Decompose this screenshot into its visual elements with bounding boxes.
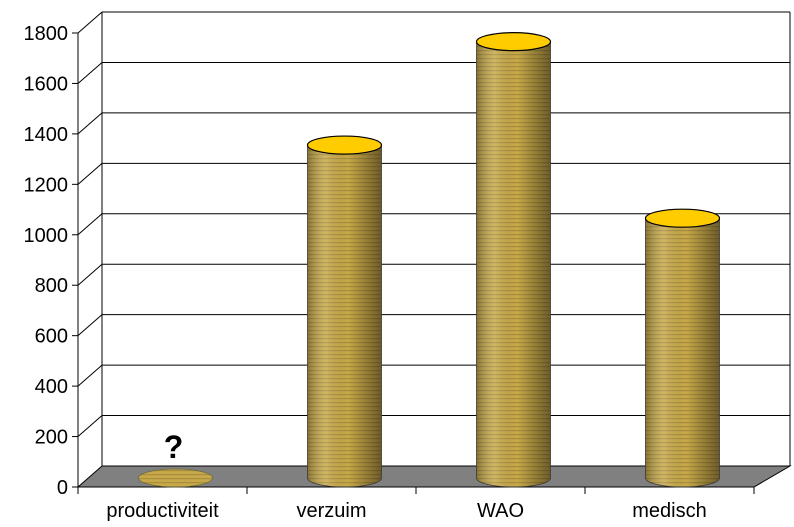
x-category-label: verzuim bbox=[296, 500, 366, 522]
y-tick-label: 200 bbox=[35, 427, 68, 449]
annotation-question-mark: ? bbox=[164, 429, 184, 465]
x-category-label: productiviteit bbox=[106, 500, 219, 522]
y-tick-label: 1400 bbox=[24, 124, 69, 146]
bar-verzuim bbox=[306, 135, 383, 488]
y-tick-label: 1600 bbox=[24, 73, 69, 95]
category-labels: productiviteit verzuim WAO medisch bbox=[106, 500, 706, 522]
cylinder-top bbox=[306, 135, 383, 155]
x-category-label: medisch bbox=[632, 500, 706, 522]
gridline-side bbox=[77, 314, 103, 337]
gridline-side bbox=[77, 415, 103, 437]
y-tick-label: 0 bbox=[57, 477, 68, 499]
bar-medisch bbox=[644, 208, 721, 488]
y-tick-label: 800 bbox=[35, 275, 68, 297]
y-tick-label: 1000 bbox=[24, 225, 69, 247]
cylinder-top bbox=[644, 208, 721, 228]
gridline-side bbox=[77, 263, 103, 286]
y-tick-label: 1200 bbox=[24, 174, 69, 196]
gridline-side bbox=[77, 213, 103, 236]
y-axis-ticks: 0 200 400 600 800 1000 1200 1400 1600 1800 bbox=[24, 23, 78, 499]
bar-WAO bbox=[475, 32, 552, 488]
x-axis-ticks bbox=[77, 487, 755, 494]
cylinder-top bbox=[475, 32, 552, 52]
gridline-side bbox=[77, 112, 103, 135]
y-tick-label: 400 bbox=[35, 376, 68, 398]
bar-productiviteit bbox=[138, 468, 213, 488]
y-tick-label: 1800 bbox=[24, 23, 69, 45]
cylinder-shading bbox=[307, 144, 382, 488]
cylinder-top bbox=[138, 468, 213, 488]
x-category-label: WAO bbox=[477, 500, 524, 522]
cylinder-shading bbox=[645, 217, 720, 488]
gridline-side bbox=[77, 11, 103, 34]
gridline-side bbox=[77, 364, 103, 387]
bars: ? bbox=[138, 32, 721, 488]
y-tick-label: 600 bbox=[35, 326, 68, 348]
cylinder-shading bbox=[476, 41, 551, 488]
gridline-side bbox=[77, 162, 103, 185]
gridline-side bbox=[77, 62, 103, 84]
